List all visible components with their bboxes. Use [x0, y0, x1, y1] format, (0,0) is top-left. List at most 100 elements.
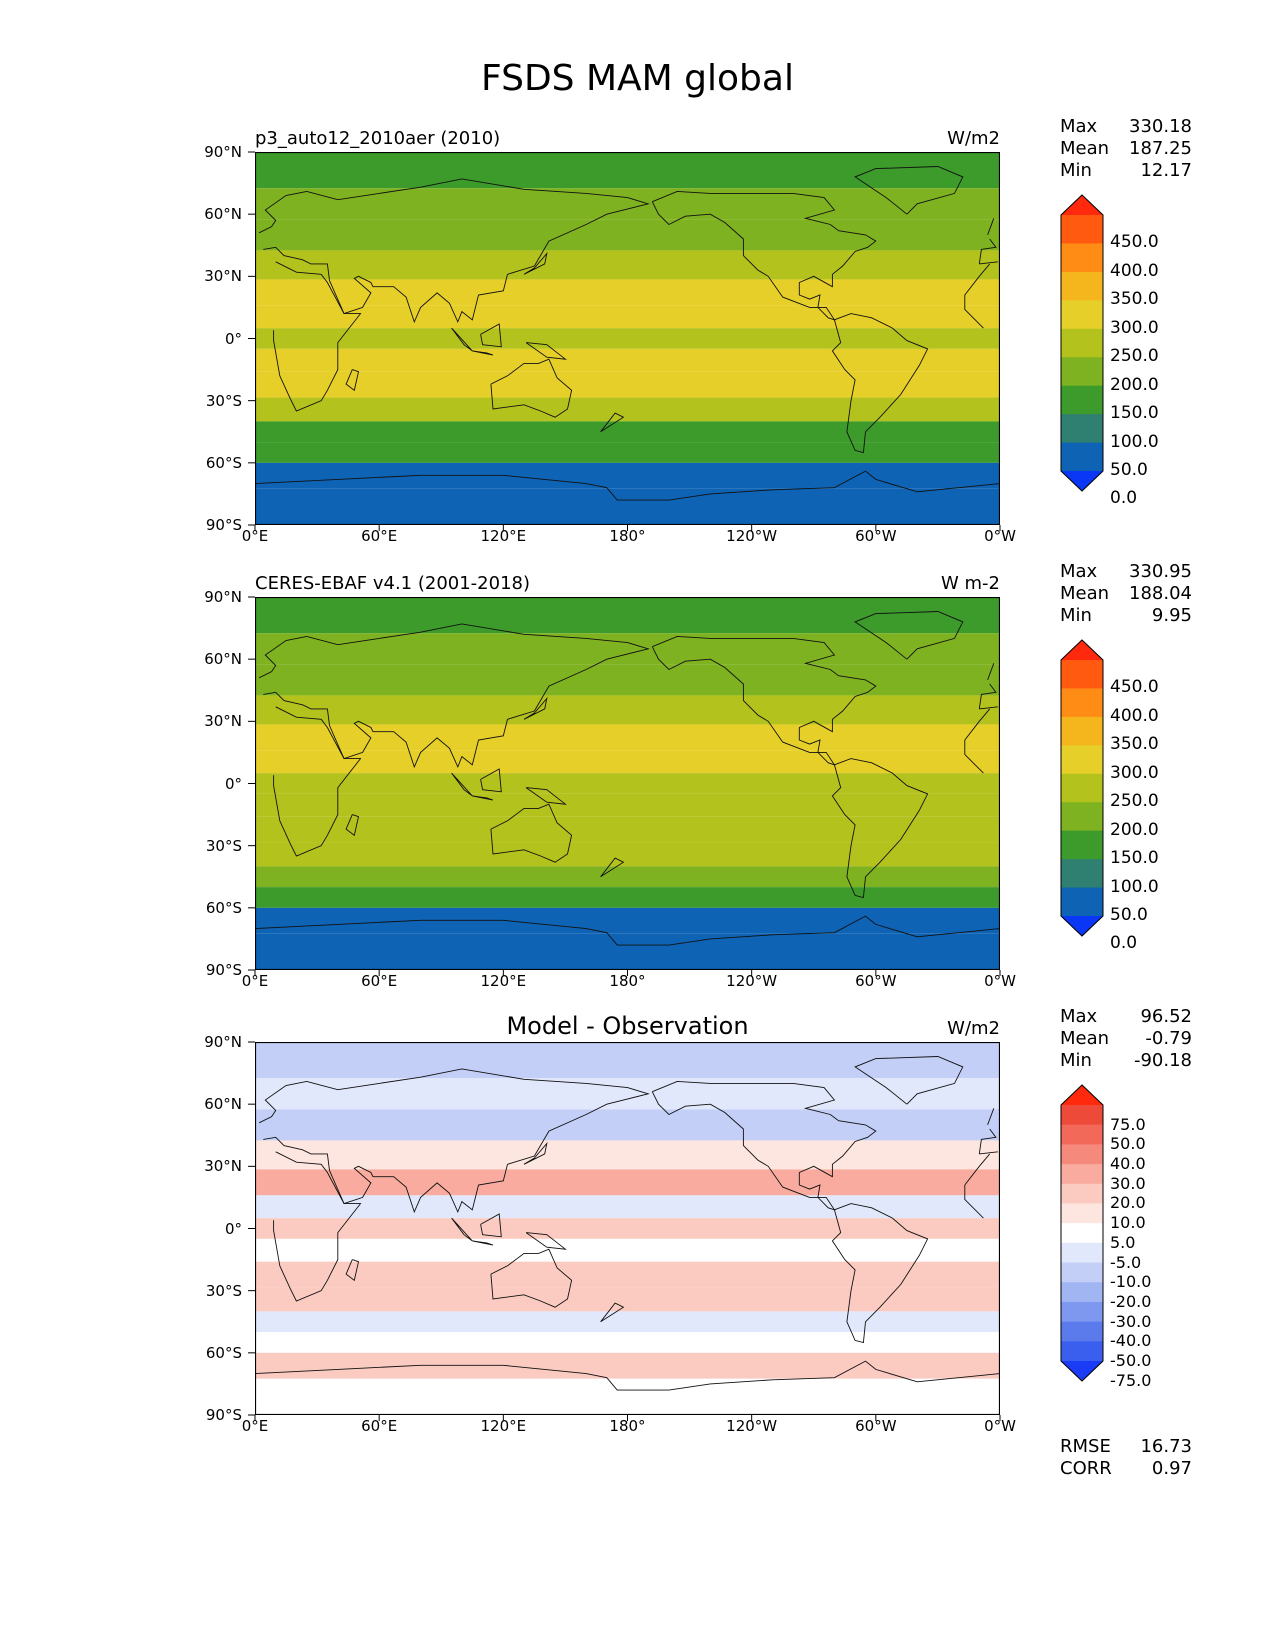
- colorbar-segment: [1061, 1223, 1103, 1244]
- colorbar-tick-label: -30.0: [1110, 1311, 1152, 1331]
- colorbar-tick-label: 50.0: [1110, 1134, 1146, 1154]
- zonal-band: [255, 462, 1000, 489]
- diff-metrics: RMSE 16.73 CORR 0.97: [1060, 1436, 1192, 1480]
- colorbar-tick-label: -5.0: [1110, 1252, 1142, 1272]
- colorbar: [1060, 639, 1104, 937]
- colorbar-tick-label: 200.0: [1110, 374, 1159, 395]
- stat-row: Min 12.17: [1060, 160, 1192, 182]
- zonal-band: [255, 1332, 1000, 1353]
- colorbar-tick-label: -20.0: [1110, 1291, 1152, 1311]
- colorbar-segment: [1061, 357, 1103, 387]
- colorbar-extend-min: [1061, 916, 1103, 936]
- colorbar-segment: [1061, 830, 1103, 860]
- zonal-band: [255, 597, 1000, 634]
- figure-title: FSDS MAM global: [481, 58, 794, 99]
- zonal-band: [255, 152, 1000, 189]
- colorbar-segment: [1061, 243, 1103, 273]
- coastline: [490, 803, 573, 863]
- colorbar-tick-label: 0.0: [1110, 488, 1138, 509]
- coastline: [525, 342, 567, 360]
- stats-block: Max 96.52 Mean -0.79 Min -90.18: [1060, 1006, 1192, 1072]
- stat-row: Mean -0.79: [1060, 1028, 1192, 1050]
- zonal-band: [255, 328, 1000, 349]
- zonal-band: [255, 1042, 1000, 1079]
- zonal-band: [255, 887, 1000, 908]
- lat-tick-label: 30°S: [205, 391, 242, 410]
- colorbar-segment: [1061, 1341, 1103, 1362]
- stat-value: -0.79: [1145, 1028, 1192, 1049]
- stat-row: Max 96.52: [1060, 1006, 1192, 1028]
- colorbar: [1060, 194, 1104, 492]
- colorbar-tick-label: 30.0: [1110, 1173, 1146, 1193]
- colorbar-outline: [1060, 639, 1104, 937]
- colorbar-tick-label: 10.0: [1110, 1213, 1146, 1233]
- lon-tick-label: 0°E: [241, 972, 269, 990]
- stat-label: Mean: [1060, 138, 1110, 159]
- colorbar-tick-label: 350.0: [1110, 734, 1159, 755]
- corr-row: CORR 0.97: [1060, 1458, 1192, 1480]
- coastline: [831, 313, 929, 454]
- colorbar-tick-label: 150.0: [1110, 403, 1159, 424]
- coastline: [854, 611, 964, 660]
- panel-units: W/m2: [947, 1018, 1000, 1039]
- map-border: [255, 152, 1000, 525]
- coastline: [525, 787, 567, 805]
- zonal-band: [255, 1218, 1000, 1239]
- colorbar-segment: [1061, 1301, 1103, 1323]
- map-frame: [255, 597, 1000, 970]
- colorbar-tick-label: -50.0: [1110, 1351, 1152, 1370]
- stat-value: 188.04: [1129, 583, 1192, 604]
- stat-value: -90.18: [1133, 1050, 1192, 1071]
- map-plot: [255, 152, 1000, 525]
- coastline: [255, 470, 1000, 501]
- coastline: [600, 412, 625, 433]
- zonal-band: [255, 1195, 1000, 1219]
- coastline: [490, 1248, 573, 1308]
- coastline: [480, 323, 502, 348]
- coastline: [964, 263, 991, 296]
- colorbar-tick-label: 250.0: [1110, 791, 1159, 812]
- panel-model: p3_auto12_2010aer (2010) W/m2: [0, 116, 1275, 586]
- coastline: [345, 1259, 360, 1282]
- stat-value: 330.95: [1129, 561, 1192, 582]
- stat-value: 96.52: [1140, 1006, 1192, 1027]
- zonal-band: [255, 750, 1000, 774]
- colorbar-tick-label: 100.0: [1110, 431, 1159, 452]
- coastline: [854, 166, 964, 215]
- lon-tick-label: 120°E: [480, 527, 527, 545]
- lon-tick-label: 120°W: [726, 1417, 778, 1435]
- colorbar-tick-label: 0.0: [1110, 933, 1138, 954]
- lon-tick-label: 180°: [609, 972, 646, 990]
- stat-value: 187.25: [1129, 138, 1192, 159]
- colorbar-tick-label: 300.0: [1110, 317, 1159, 338]
- colorbar-tick-label: -40.0: [1110, 1331, 1152, 1351]
- coastline: [978, 238, 997, 264]
- colorbar-segment: [1061, 1183, 1103, 1204]
- colorbar-segment: [1061, 1321, 1103, 1342]
- map-border: [255, 1042, 1000, 1415]
- lon-tick-label: 60°W: [855, 1417, 897, 1435]
- colorbar-outline: [1060, 194, 1104, 492]
- coastline: [651, 190, 877, 321]
- colorbar-segment: [1061, 414, 1103, 444]
- zonal-band: [255, 933, 1000, 970]
- map-frame: [255, 1042, 1000, 1415]
- colorbar-extend-max: [1061, 1085, 1103, 1105]
- lon-tick-label: 120°W: [726, 527, 778, 545]
- lat-tick-label: 60°S: [205, 1343, 242, 1362]
- zonal-band: [255, 907, 1000, 934]
- colorbar-tick-label: 350.0: [1110, 289, 1159, 310]
- coastline: [525, 1232, 567, 1250]
- colorbar-tick-label: -75.0: [1110, 1370, 1152, 1390]
- colorbar-segment: [1061, 1124, 1103, 1145]
- colorbar-segment: [1061, 1282, 1103, 1303]
- coastline: [480, 1213, 502, 1238]
- coastline: [987, 663, 995, 681]
- zonal-band: [255, 1109, 1000, 1141]
- colorbar-segment: [1061, 1262, 1103, 1283]
- panel-units: W m-2: [940, 573, 1000, 594]
- coastline: [345, 814, 360, 837]
- lat-tick-label: 30°S: [205, 1281, 242, 1300]
- zonal-band: [255, 305, 1000, 329]
- lon-tick-label: 60°E: [361, 972, 398, 990]
